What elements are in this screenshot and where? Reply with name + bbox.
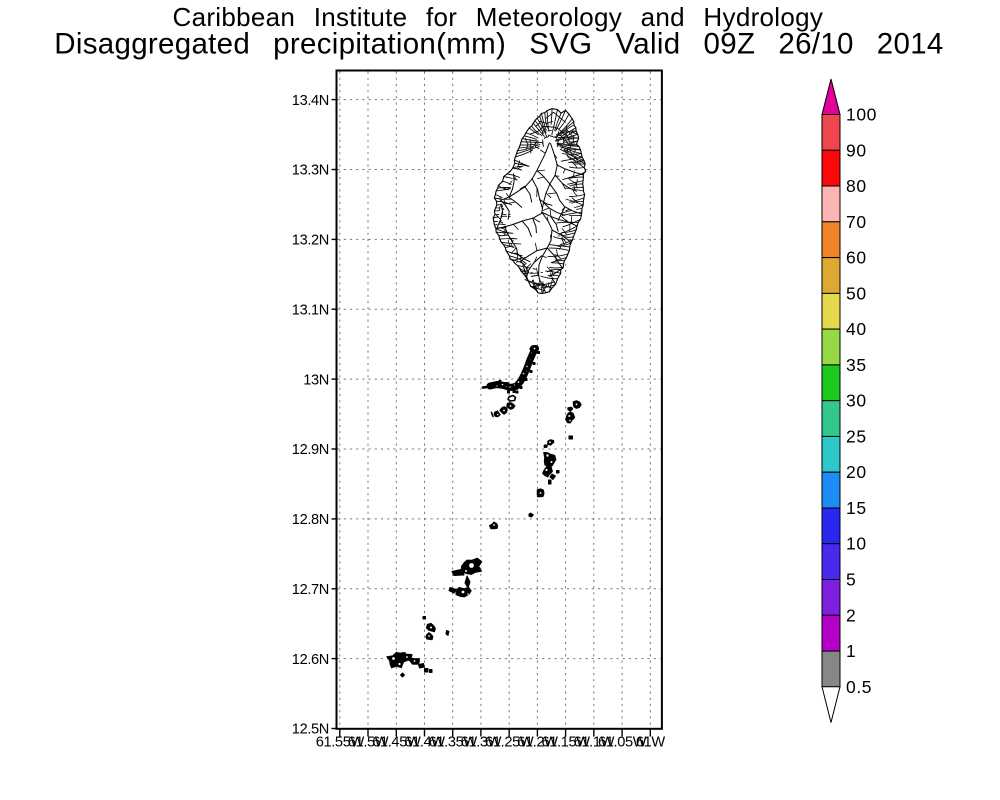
svg-text:61W: 61W: [636, 735, 666, 751]
svg-text:10: 10: [846, 534, 867, 554]
svg-text:13.2N: 13.2N: [292, 233, 329, 249]
svg-text:0.5: 0.5: [846, 677, 872, 697]
svg-text:2: 2: [846, 605, 856, 625]
svg-text:61.3W: 61.3W: [461, 735, 502, 751]
svg-text:61.55W: 61.55W: [316, 735, 365, 751]
svg-text:61.2W: 61.2W: [517, 735, 558, 751]
svg-text:61.5W: 61.5W: [348, 735, 389, 751]
svg-text:35: 35: [846, 355, 867, 375]
svg-text:12.8N: 12.8N: [292, 512, 329, 528]
svg-text:61.35W: 61.35W: [429, 735, 478, 751]
svg-text:20: 20: [846, 462, 867, 482]
svg-text:100: 100: [846, 105, 877, 125]
svg-text:13.4N: 13.4N: [292, 93, 329, 109]
svg-text:Disaggregated precipitation(mm: Disaggregated precipitation(mm) SVG Vali…: [54, 28, 943, 61]
svg-text:61.05W: 61.05W: [598, 735, 647, 751]
svg-text:61.15W: 61.15W: [541, 735, 590, 751]
svg-text:12.5N: 12.5N: [292, 722, 329, 738]
svg-text:61.1W: 61.1W: [574, 735, 615, 751]
svg-text:50: 50: [846, 283, 867, 303]
svg-text:25: 25: [846, 426, 867, 446]
svg-text:30: 30: [846, 391, 867, 411]
svg-text:61.4W: 61.4W: [404, 735, 445, 751]
svg-text:90: 90: [846, 140, 867, 160]
svg-text:61.25W: 61.25W: [485, 735, 534, 751]
svg-text:70: 70: [846, 212, 867, 232]
svg-text:40: 40: [846, 319, 867, 339]
svg-text:60: 60: [846, 248, 867, 268]
svg-text:80: 80: [846, 176, 867, 196]
svg-text:12.6N: 12.6N: [292, 652, 329, 668]
svg-text:61.45W: 61.45W: [372, 735, 421, 751]
svg-text:5: 5: [846, 570, 856, 590]
svg-text:1: 1: [846, 641, 856, 661]
svg-text:Caribbean Institute for Meteor: Caribbean Institute for Meteorology and …: [173, 2, 824, 32]
svg-text:13N: 13N: [303, 372, 329, 388]
svg-text:12.9N: 12.9N: [292, 442, 329, 458]
svg-text:12.7N: 12.7N: [292, 582, 329, 598]
svg-text:13.3N: 13.3N: [292, 163, 329, 179]
svg-text:15: 15: [846, 498, 867, 518]
svg-text:13.1N: 13.1N: [292, 302, 329, 318]
